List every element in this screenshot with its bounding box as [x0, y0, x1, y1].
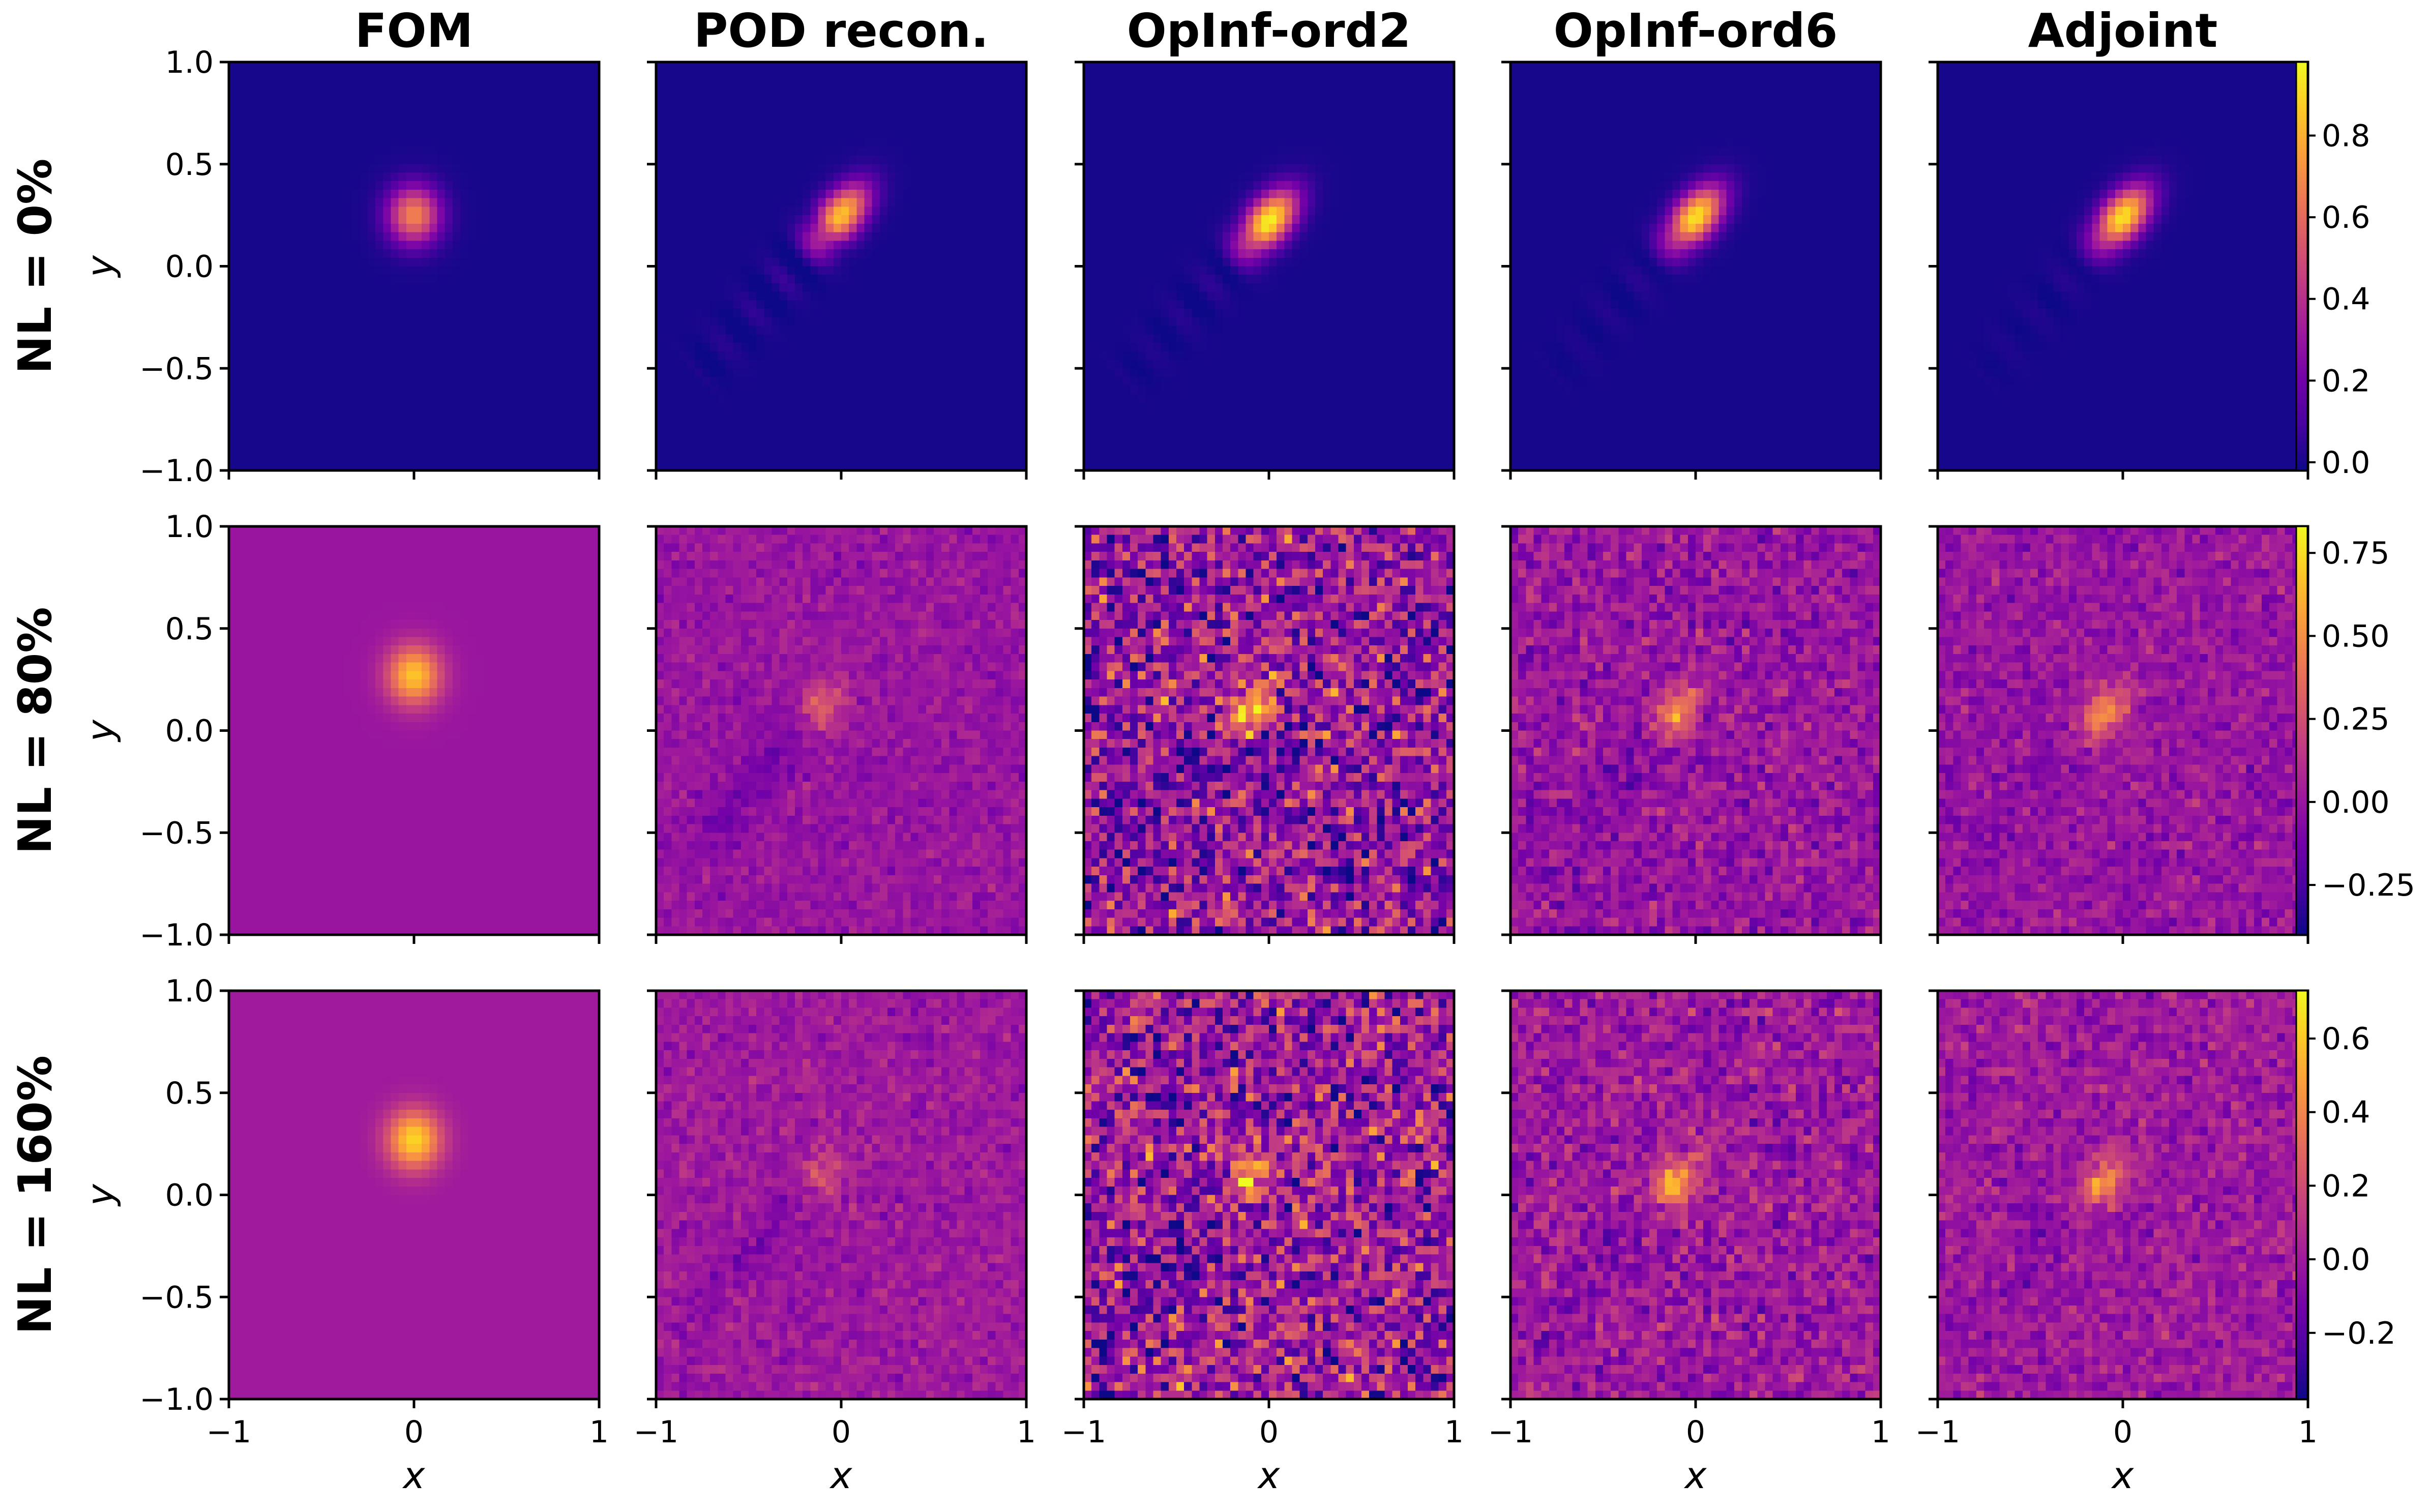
- panel-r0-c0: 1.0 0.5 0.0 −0.5 −1.0 y: [79, 45, 601, 489]
- panel-r2-c1: −1 0 1 x: [634, 989, 1036, 1497]
- panel-r2-c0: 1.0 0.5 0.0 −0.5 −1.0−1 0 1 y x: [79, 973, 609, 1497]
- y-tick-label: −1.0: [139, 1382, 214, 1417]
- x-axis-label: x: [2111, 1454, 2135, 1497]
- panel-r0-c2: [1075, 61, 1456, 480]
- colorbar-tick-label: 0.0: [2322, 1242, 2370, 1278]
- colorbar-tick-label: 0.25: [2322, 702, 2390, 737]
- x-axis-label: x: [829, 1454, 853, 1497]
- colorbar-bar: [2295, 61, 2308, 471]
- y-tick-label: 0.5: [165, 611, 214, 647]
- y-tick-label: 0.5: [165, 1076, 214, 1111]
- y-tick-label: −0.5: [139, 815, 214, 851]
- colorbar-tick-label: 0.50: [2322, 618, 2390, 654]
- x-tick-label: 1: [1444, 1414, 1464, 1450]
- heatmap-cells: [229, 62, 600, 471]
- y-axis-label: y: [79, 719, 122, 743]
- x-tick-label: −1: [1061, 1414, 1106, 1450]
- y-tick-label: −1.0: [139, 453, 214, 489]
- heatmap-cells: [656, 526, 1027, 935]
- column-title-1: POD recon.: [694, 4, 989, 58]
- colorbar-row-2: −0.2 0.0 0.2 0.4 0.6: [2295, 990, 2396, 1400]
- panel-r0-c4: [1929, 61, 2309, 480]
- y-tick-label: 0.5: [165, 147, 214, 183]
- colorbar-tick-label: 0.00: [2322, 785, 2390, 820]
- heatmap-cells: [229, 526, 600, 935]
- colorbar-tick-label: 0.8: [2322, 118, 2370, 154]
- column-title-3: OpInf-ord6: [1554, 4, 1838, 58]
- y-tick-label: 1.0: [165, 509, 214, 545]
- column-title-0: FOM: [355, 4, 473, 58]
- panel-r2-c2: −1 0 1 x: [1061, 989, 1464, 1497]
- panel-r1-c3: [1501, 525, 1882, 944]
- heatmap-cells: [1938, 62, 2308, 471]
- row-title-0: NL = 0%: [9, 159, 62, 374]
- colorbar-tick-label: 0.2: [2322, 363, 2370, 399]
- x-tick-label: 0: [1686, 1414, 1705, 1450]
- colorbar-tick-label: 0.2: [2322, 1168, 2370, 1204]
- x-axis-label: x: [1684, 1454, 1707, 1497]
- panel-r1-c2: [1075, 525, 1456, 944]
- panel-r1-c1: [647, 525, 1028, 944]
- colorbar-tick-label: 0.4: [2322, 282, 2370, 317]
- panel-r2-c4: −1 0 1 x: [1915, 989, 2318, 1497]
- row-title-1: NL = 80%: [9, 607, 62, 854]
- y-tick-label: 1.0: [165, 45, 214, 80]
- y-tick-label: 0.0: [165, 1178, 214, 1213]
- heatmap-cells: [1084, 62, 1455, 471]
- column-title-2: OpInf-ord2: [1127, 4, 1411, 58]
- x-tick-label: −1: [206, 1414, 251, 1450]
- colorbar-tick-label: −0.2: [2322, 1316, 2396, 1351]
- x-tick-label: 1: [2298, 1414, 2318, 1450]
- heatmap-cells: [1938, 526, 2308, 935]
- heatmap-cells: [1938, 991, 2308, 1400]
- colorbar-tick-label: 0.6: [2322, 1021, 2370, 1057]
- y-tick-label: −0.5: [139, 351, 214, 387]
- colorbar-bar: [2295, 525, 2308, 936]
- colorbar-tick-label: 0.0: [2322, 445, 2370, 481]
- colorbar-tick-label: 0.4: [2322, 1095, 2370, 1131]
- panel-r1-c0: 1.0 0.5 0.0 −0.5 −1.0 y: [79, 509, 601, 953]
- panel-r0-c3: [1501, 61, 1882, 480]
- x-tick-label: 1: [1017, 1414, 1036, 1450]
- y-tick-label: 0.0: [165, 249, 214, 285]
- x-tick-label: −1: [634, 1414, 678, 1450]
- x-tick-label: 1: [589, 1414, 609, 1450]
- colorbar-row-1: −0.25 0.00 0.25 0.50 0.75: [2295, 525, 2415, 936]
- x-tick-label: 0: [1259, 1414, 1279, 1450]
- heatmap-cells: [1510, 62, 1881, 471]
- heatmap-cells: [656, 62, 1027, 471]
- x-axis-label: x: [1257, 1454, 1281, 1497]
- heatmap-cells: [656, 991, 1027, 1400]
- colorbar-tick-label: 0.6: [2322, 200, 2370, 235]
- panel-r0-c1: [647, 61, 1028, 480]
- heatmap-cells: [229, 991, 600, 1400]
- x-tick-label: −1: [1488, 1414, 1533, 1450]
- heatmap-cells: [1510, 526, 1881, 935]
- colorbar-tick-label: −0.25: [2322, 868, 2415, 903]
- x-axis-label: x: [402, 1454, 426, 1497]
- y-tick-label: 0.0: [165, 714, 214, 749]
- x-tick-label: −1: [1915, 1414, 1960, 1450]
- y-tick-label: 1.0: [165, 973, 214, 1009]
- heatmap-cells: [1510, 991, 1881, 1400]
- panel-r1-c4: [1929, 525, 2309, 944]
- heatmap-cells: [1084, 991, 1455, 1400]
- x-tick-label: 0: [404, 1414, 424, 1450]
- x-tick-label: 0: [832, 1414, 851, 1450]
- x-tick-label: 1: [1871, 1414, 1890, 1450]
- colorbar-row-0: 0.0 0.2 0.4 0.6 0.8: [2295, 61, 2370, 481]
- x-tick-label: 0: [2113, 1414, 2132, 1450]
- column-title-4: Adjoint: [2028, 4, 2218, 58]
- y-axis-label: y: [79, 1183, 122, 1207]
- row-title-2: NL = 160%: [9, 1055, 62, 1335]
- y-tick-label: −0.5: [139, 1280, 214, 1315]
- colorbar-tick-label: 0.75: [2322, 536, 2390, 571]
- heatmap-cells: [1084, 526, 1455, 935]
- colorbar-bar: [2295, 990, 2308, 1400]
- panel-r2-c3: −1 0 1 x: [1488, 989, 1890, 1497]
- y-axis-label: y: [79, 255, 122, 278]
- y-tick-label: −1.0: [139, 917, 214, 953]
